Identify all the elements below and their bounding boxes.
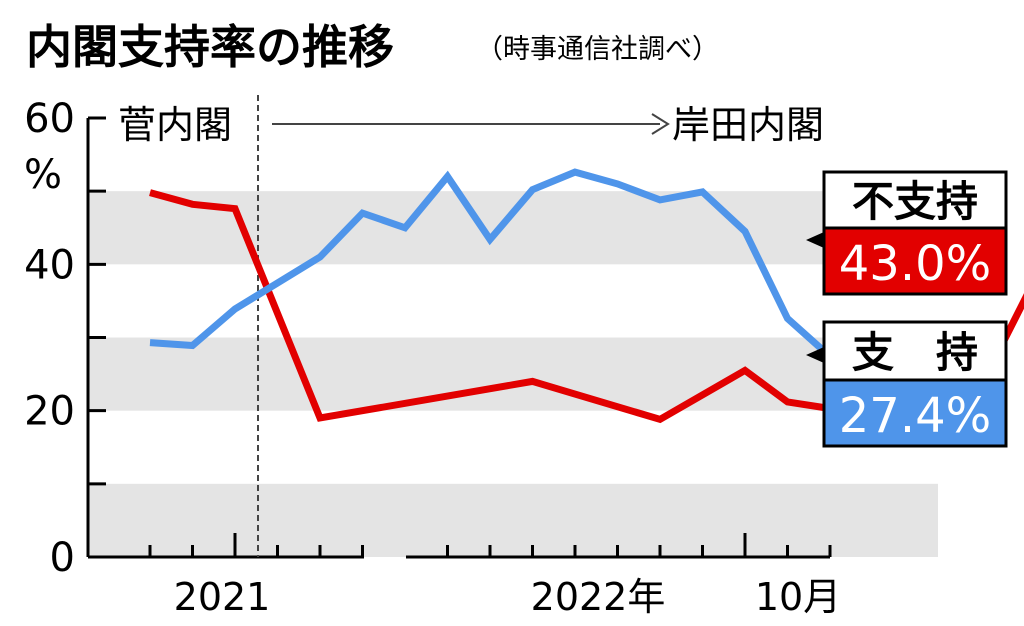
background-band-1 [88, 337, 938, 411]
x-axis [88, 533, 832, 559]
period-kishida: 岸田内閣 [672, 103, 824, 147]
chart-title: 内閣支持率の推移 [26, 20, 394, 74]
callout-disapprove-pointer [806, 232, 824, 248]
series-line-1 [149, 168, 833, 360]
callout-approve-value-box [822, 378, 1008, 448]
y-tick-label-60: 60 [24, 96, 75, 142]
callout-approve-value: 27.4% [839, 388, 991, 444]
y-tick-label-0: 0 [50, 535, 75, 581]
callout-disapprove-value: 43.0% [839, 236, 991, 292]
callout-approve-label: 支 持 [852, 328, 978, 377]
period-arrow-head [651, 113, 670, 135]
y-ticks: 0 20 40 60 [24, 96, 106, 581]
callout-disapprove-label: 不支持 [852, 177, 978, 226]
y-tick-label-20: 20 [24, 389, 75, 435]
background-band-0 [88, 191, 938, 265]
period-suga: 菅内閣 [118, 103, 232, 147]
y-unit: % [24, 152, 62, 198]
x-label-2021: 2021 [174, 575, 271, 619]
y-tick-label-40: 40 [24, 242, 75, 288]
callout-disapprove-label-box [822, 170, 1008, 230]
callout-approve: 支 持 27.4% [806, 320, 1008, 448]
callout-approve-pointer [806, 347, 824, 363]
callout-approve-label-box [822, 320, 1008, 382]
chart-source: （時事通信社調べ） [476, 34, 719, 65]
callout-disapprove-value-box [822, 226, 1008, 296]
x-label-october: 10月 [755, 575, 841, 619]
background-band-2 [88, 483, 938, 557]
x-label-2022: 2022年 [531, 575, 666, 619]
background-bands [88, 191, 938, 557]
callout-disapprove: 不支持 43.0% [806, 170, 1008, 296]
